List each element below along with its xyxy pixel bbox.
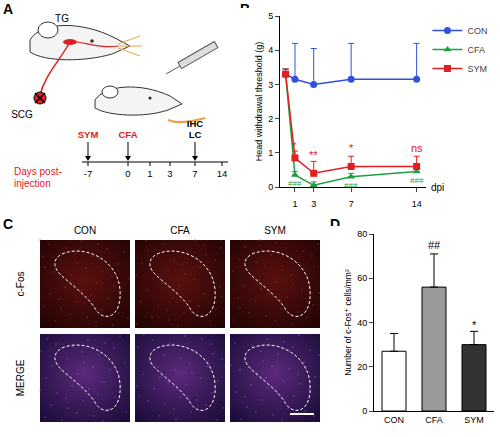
svg-text:*: * — [292, 140, 297, 152]
svg-text:CON: CON — [467, 26, 487, 36]
svg-text:###: ### — [344, 181, 358, 190]
svg-text:Head withdrawal threshold (g): Head withdrawal threshold (g) — [254, 42, 264, 162]
svg-text:CON: CON — [384, 415, 404, 425]
svg-text:LC: LC — [189, 129, 202, 140]
svg-text:ns: ns — [411, 142, 423, 154]
svg-text:CFA: CFA — [119, 129, 138, 140]
svg-text:SYM: SYM — [467, 64, 487, 74]
svg-text:7: 7 — [349, 199, 354, 209]
svg-text:IHC: IHC — [187, 118, 204, 129]
svg-text:CON: CON — [74, 225, 96, 236]
svg-text:MERGE: MERGE — [15, 359, 26, 396]
svg-text:2: 2 — [268, 114, 273, 124]
svg-text:7: 7 — [192, 168, 197, 179]
svg-text:5: 5 — [268, 11, 273, 21]
svg-text:1: 1 — [268, 148, 273, 158]
svg-text:###: ### — [288, 179, 302, 188]
svg-text:0: 0 — [362, 406, 367, 416]
svg-text:c-Fos: c-Fos — [15, 272, 26, 297]
svg-text:-7: -7 — [84, 168, 92, 179]
svg-text:80: 80 — [357, 229, 367, 239]
svg-text:14: 14 — [412, 199, 422, 209]
svg-text:4: 4 — [268, 45, 273, 55]
svg-text:3: 3 — [167, 168, 172, 179]
svg-text:Number of c-Fos⁺ cells/mm²: Number of c-Fos⁺ cells/mm² — [343, 269, 353, 376]
svg-text:SYM: SYM — [464, 415, 484, 425]
html-text:C: C — [3, 216, 14, 232]
svg-text:**: ** — [309, 149, 318, 161]
svg-text:TG: TG — [55, 13, 69, 24]
svg-text:0: 0 — [268, 182, 273, 192]
svg-text:SYM: SYM — [264, 225, 286, 236]
svg-text:14: 14 — [217, 168, 228, 179]
html-text:A: A — [3, 1, 14, 17]
svg-text:##: ## — [428, 239, 441, 251]
html-text:B: B — [240, 1, 251, 17]
svg-text:0: 0 — [125, 168, 130, 179]
svg-text:*: * — [349, 142, 354, 154]
svg-text:1: 1 — [147, 168, 152, 179]
svg-text:CFA: CFA — [425, 415, 443, 425]
svg-text:SYM: SYM — [78, 129, 99, 140]
html-text:D: D — [330, 216, 341, 232]
svg-text:###: ### — [410, 176, 424, 185]
svg-text:3: 3 — [268, 80, 273, 90]
svg-text:*: * — [472, 319, 477, 331]
svg-text:CFA: CFA — [170, 225, 190, 236]
svg-text:40: 40 — [357, 318, 367, 328]
svg-text:60: 60 — [357, 273, 367, 283]
svg-text:SCG: SCG — [11, 109, 33, 120]
svg-text:CFA: CFA — [467, 45, 485, 55]
svg-text:3: 3 — [311, 199, 316, 209]
html-text:Days post-injection: Days post-injection — [14, 166, 62, 189]
svg-text:dpi: dpi — [431, 182, 444, 193]
svg-text:20: 20 — [357, 362, 367, 372]
svg-text:1: 1 — [292, 199, 297, 209]
